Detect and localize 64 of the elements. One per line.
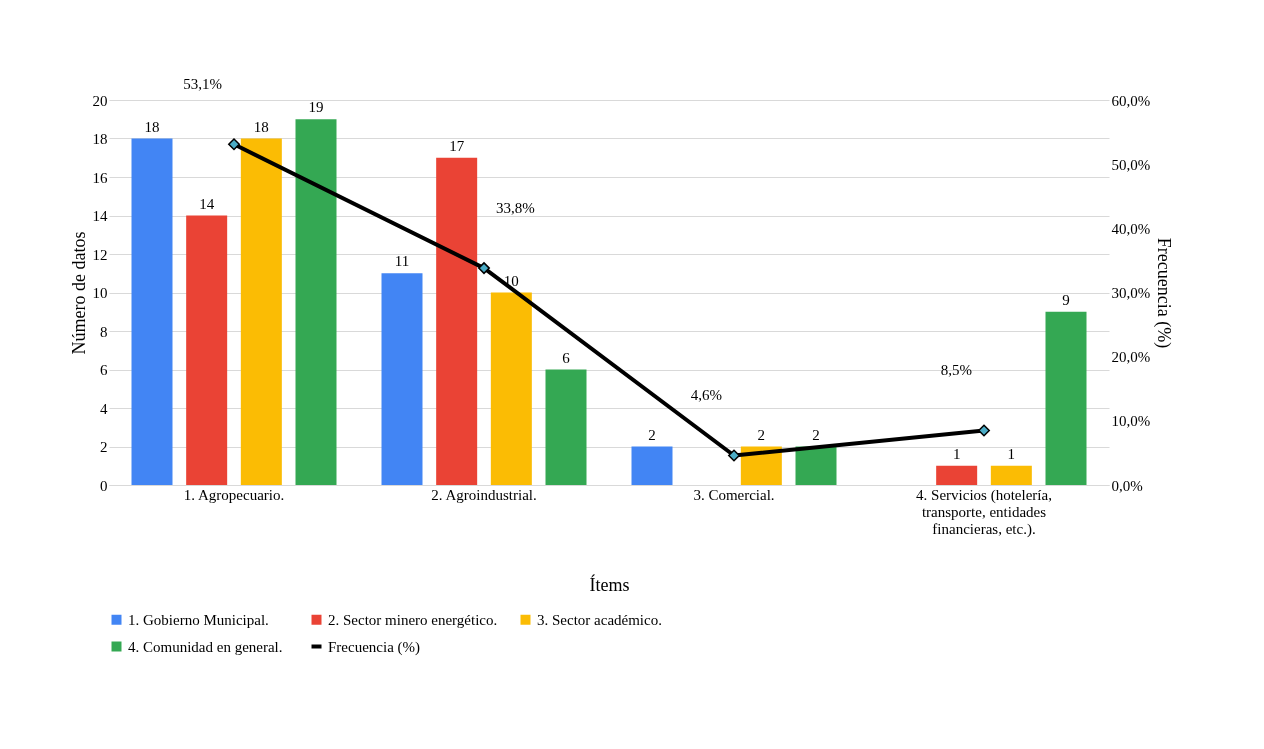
- legend-label: Frecuencia (%): [328, 638, 421, 656]
- y2-tick-label: 30,0%: [1111, 285, 1151, 301]
- y-tick-label: 18: [92, 131, 108, 147]
- data-label: 6: [562, 349, 571, 366]
- point: [978, 424, 990, 437]
- y2-tick-label: 20,0%: [1111, 349, 1151, 366]
- data-label: 19: [308, 99, 324, 116]
- bar: [631, 446, 673, 485]
- data-label: 4,6%: [690, 387, 722, 404]
- bar: [490, 292, 532, 485]
- data-label: 18: [144, 118, 160, 135]
- y-tick-label: 4: [100, 400, 108, 417]
- bar: [186, 215, 228, 485]
- y-tick-label: 0: [100, 477, 108, 494]
- data-label: 1: [952, 445, 961, 462]
- y-tick-label: 10: [92, 285, 108, 301]
- bar: [381, 273, 423, 485]
- y-tick-label: 20: [92, 92, 108, 109]
- point: [228, 138, 240, 151]
- y-tick-label: 16: [92, 169, 108, 186]
- x-tick-label: 4. Servicios (hotelería, transporte, entidades financieras, etc.).: [916, 486, 1052, 538]
- y2-axis-title: Frecuencia (%): [1153, 237, 1175, 349]
- legend-label: 4. Comunidad en general.: [128, 638, 283, 655]
- y2-tick-label: 60,0%: [1111, 92, 1151, 109]
- bar: [131, 138, 173, 485]
- data-label: 11: [394, 253, 410, 270]
- point: [478, 262, 490, 275]
- y-tick-label: 14: [92, 208, 108, 224]
- legend-label: 3. Sector académico.: [537, 611, 662, 628]
- y2-tick-label: 10,0%: [1111, 413, 1151, 430]
- data-label: 53,1%: [183, 76, 222, 93]
- data-label: 18: [253, 118, 269, 135]
- data-label: 2: [812, 426, 820, 443]
- data-label: 1: [1007, 445, 1016, 462]
- data-label: 8,5%: [940, 362, 972, 379]
- data-label: 2: [757, 426, 766, 443]
- bar: [295, 119, 337, 485]
- x-axis-title: Ítems: [589, 573, 630, 595]
- bar: [936, 465, 978, 485]
- y2-tick-label: 40,0%: [1111, 220, 1151, 237]
- y-tick-label: 2: [100, 439, 108, 455]
- y2-tick-label: 0,0%: [1111, 477, 1143, 494]
- y-tick-label: 12: [92, 246, 108, 263]
- data-label: 33,8%: [496, 200, 535, 217]
- legend-label: 1. Gobierno Municipal.: [128, 611, 269, 628]
- y-axis-title: Número de datos: [68, 231, 89, 355]
- data-label: 17: [449, 137, 465, 154]
- data-label: 14: [199, 195, 215, 212]
- y2-tick-label: 50,0%: [1111, 156, 1151, 173]
- y-tick-label: 6: [100, 362, 108, 378]
- legend-label: 2. Sector minero energético.: [328, 611, 498, 628]
- bar: [545, 369, 587, 485]
- data-label: 2: [648, 426, 656, 443]
- bar: [990, 465, 1032, 485]
- bar: [1045, 311, 1087, 485]
- point: [728, 449, 740, 462]
- x-tick-label: 2. Agroindustrial.: [431, 486, 537, 503]
- x-tick-label: 1. Agropecuario.: [183, 486, 285, 503]
- y-tick-label: 8: [100, 323, 108, 340]
- x-tick-label: 3. Comercial.: [693, 486, 775, 503]
- bar: [795, 446, 837, 485]
- bar: [436, 157, 478, 485]
- bar: [240, 138, 282, 485]
- data-label: 9: [1062, 291, 1070, 308]
